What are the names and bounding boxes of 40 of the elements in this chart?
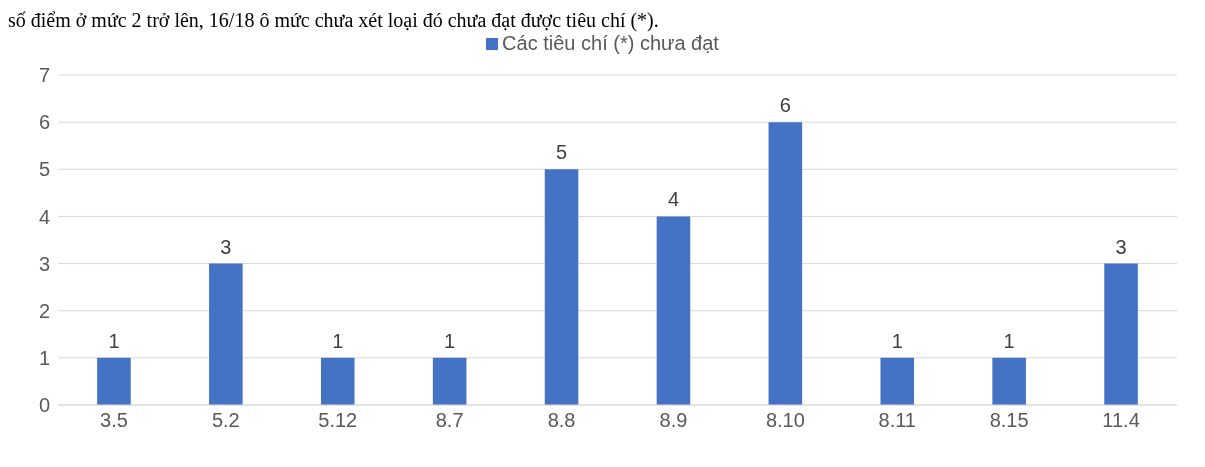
data-label: 3 — [1115, 235, 1127, 258]
y-tick-label: 6 — [38, 111, 50, 134]
bar — [544, 169, 579, 405]
y-tick-label: 2 — [38, 299, 50, 322]
data-label: 1 — [444, 329, 456, 352]
y-tick-label: 7 — [38, 64, 50, 87]
y-tick-label: 0 — [38, 394, 50, 417]
bar — [768, 122, 803, 405]
data-label: 6 — [779, 94, 791, 117]
x-tick-label: 11.4 — [1102, 409, 1140, 432]
bar — [432, 357, 467, 405]
data-label: 1 — [108, 329, 120, 352]
x-tick-label: 8.10 — [765, 409, 805, 432]
data-label: 1 — [332, 329, 344, 352]
x-tick-label: 5.12 — [318, 409, 358, 432]
legend-label: Các tiêu chí (*) chưa đạt — [502, 32, 719, 55]
x-tick-label: 8.15 — [989, 409, 1029, 432]
y-tick-label: 3 — [38, 252, 50, 275]
x-tick-label: 8.8 — [547, 409, 576, 432]
x-tick-label: 3.5 — [100, 409, 128, 432]
bar — [656, 216, 691, 405]
bar — [992, 357, 1026, 405]
data-label: 1 — [1003, 329, 1015, 352]
text: số điểm ở mức 2 trở lên, 16/18 ô mức chưa xét loại đó chưa đạt được tiêu chí (*). — [8, 8, 660, 32]
y-tick-label: 4 — [38, 205, 50, 228]
data-label: 4 — [667, 188, 680, 211]
data-label: 1 — [891, 329, 903, 352]
bar — [1104, 263, 1138, 405]
x-tick-label: 8.9 — [659, 409, 688, 432]
data-label: 5 — [555, 141, 568, 164]
bar — [320, 357, 355, 405]
y-tick-label: 5 — [38, 158, 50, 181]
x-tick-label: 8.11 — [878, 409, 916, 432]
data-label: 3 — [220, 235, 232, 258]
y-tick-label: 1 — [38, 346, 50, 369]
x-tick-label: 5.2 — [211, 409, 240, 432]
bar — [97, 357, 131, 405]
x-tick-label: 8.7 — [435, 409, 464, 432]
bar — [209, 263, 243, 405]
bar — [880, 357, 915, 405]
